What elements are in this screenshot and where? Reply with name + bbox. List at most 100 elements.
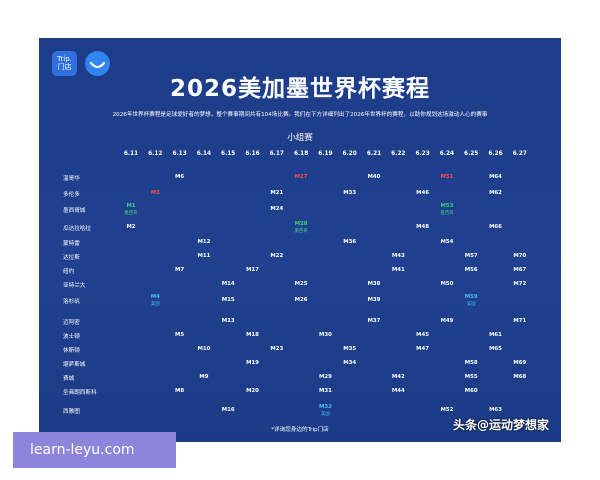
match-number: M1	[126, 203, 136, 209]
match-number: M66	[489, 224, 502, 230]
match-cell: M58	[456, 360, 486, 366]
date-header: 6.12	[148, 151, 163, 157]
date-header: 6.16	[245, 151, 260, 157]
match-cell: M72	[505, 281, 535, 287]
match-cell: M13	[213, 318, 243, 324]
match-cell: M49	[432, 318, 462, 324]
match-number: M16	[221, 407, 235, 413]
match-cell: M71	[505, 318, 535, 324]
match-number: M6	[175, 174, 185, 180]
site-label: learn-leyu.com	[13, 432, 176, 468]
match-cell: M14	[213, 281, 243, 287]
match-cell: M5	[165, 332, 195, 338]
match-cell: M27	[286, 174, 316, 180]
match-number: M11	[197, 253, 211, 259]
match-number: M10	[197, 346, 211, 352]
city-label: 蒙特雷	[63, 241, 80, 247]
match-cell: M70	[505, 253, 535, 259]
match-host-note: 美国	[466, 302, 476, 307]
match-cell: M45	[408, 332, 438, 338]
date-header: 6.25	[464, 151, 479, 157]
match-number: M4	[150, 294, 160, 300]
date-header: 6.17	[269, 151, 284, 157]
match-cell: M36	[335, 239, 365, 245]
match-cell: M22	[262, 253, 292, 259]
match-number: M70	[513, 253, 527, 259]
match-cell: M63	[481, 407, 511, 413]
match-cell: M64	[481, 174, 511, 180]
city-label: 堪萨斯城	[63, 362, 86, 368]
match-number: M38	[367, 281, 381, 287]
match-number: M21	[270, 190, 284, 196]
footnote: *详询您身边的Trip门店	[271, 427, 329, 433]
match-cell: M42	[383, 374, 413, 380]
watermark: 头条@运动梦想家	[453, 418, 550, 432]
match-cell: M10	[189, 346, 219, 352]
match-cell: M30	[310, 332, 340, 338]
match-number: M64	[489, 174, 502, 180]
date-header: 6.26	[488, 151, 503, 157]
match-cell: M69	[505, 360, 535, 366]
match-number: M12	[197, 239, 211, 245]
match-number: M18	[246, 332, 259, 338]
match-number: M54	[440, 239, 454, 245]
match-number: M50	[440, 281, 454, 287]
match-cell: M19	[238, 360, 268, 366]
city-label: 费城	[63, 376, 75, 382]
date-header: 6.15	[221, 151, 236, 157]
date-header: 6.20	[342, 151, 357, 157]
match-number: M59	[464, 294, 478, 300]
match-cell: M17	[238, 267, 268, 273]
match-number: M49	[440, 318, 454, 324]
match-number: M61	[489, 332, 502, 338]
match-number: M46	[416, 190, 430, 196]
match-cell: M35	[335, 346, 365, 352]
schedule-poster: Trip. 门店 2026美加墨世界杯赛程 2026年世界杯赛程是足球爱好者的梦…	[39, 38, 561, 442]
match-cell: M18	[238, 332, 268, 338]
match-number: M68	[513, 374, 527, 380]
match-cell: M62	[481, 190, 511, 196]
match-cell: M52	[432, 407, 462, 413]
match-cell: M12	[189, 239, 219, 245]
poster-title: 2026美加墨世界杯赛程	[169, 76, 430, 102]
match-cell: M9	[189, 374, 219, 380]
match-number: M37	[367, 318, 381, 324]
match-cell: M7	[165, 267, 195, 273]
match-cell: M26	[286, 297, 316, 303]
match-number: M51	[440, 174, 454, 180]
match-number: M19	[246, 360, 259, 366]
date-header: 6.19	[318, 151, 333, 157]
match-cell: M46	[408, 190, 438, 196]
match-host-note: 美国	[150, 302, 160, 307]
match-cell: M56	[456, 267, 486, 273]
match-number: M22	[270, 253, 284, 259]
match-cell: M44	[383, 388, 413, 394]
match-number: M7	[175, 267, 185, 273]
match-cell: M31	[310, 388, 340, 394]
match-number: M8	[175, 388, 185, 394]
match-cell: M3	[140, 190, 170, 196]
match-cell: M61	[481, 332, 511, 338]
match-number: M43	[391, 253, 405, 259]
match-cell: M4 美国	[140, 294, 170, 307]
match-number: M15	[221, 297, 235, 303]
match-cell: M29	[310, 374, 340, 380]
match-cell: M20	[238, 388, 268, 394]
match-host-note: 墨西哥	[294, 229, 308, 234]
match-number: M23	[270, 346, 284, 352]
match-cell: M68	[505, 374, 535, 380]
match-number: M44	[391, 388, 405, 394]
trip-store-logo: Trip. 门店	[52, 51, 77, 76]
match-number: M34	[343, 360, 357, 366]
match-number: M57	[464, 253, 478, 259]
match-cell: M28 墨西哥	[286, 221, 316, 234]
match-cell: M24	[262, 206, 292, 212]
match-cell: M32 美国	[310, 404, 340, 417]
city-label: 西雅图	[63, 409, 80, 415]
city-label: 墨西哥城	[63, 208, 86, 214]
stage-label: 小组赛	[287, 133, 313, 143]
match-cell: M34	[335, 360, 365, 366]
match-number: M52	[440, 407, 454, 413]
match-number: M26	[294, 297, 308, 303]
match-cell: M23	[262, 346, 292, 352]
